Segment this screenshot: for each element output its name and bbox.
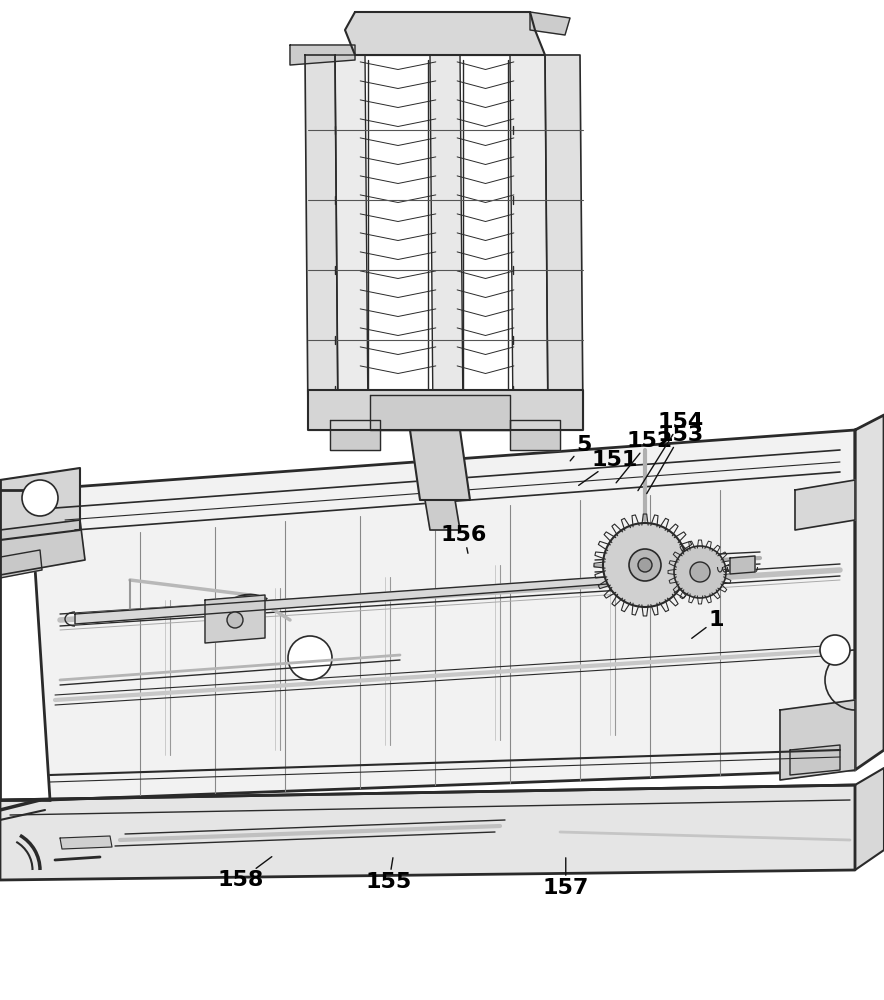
Polygon shape: [330, 420, 380, 450]
Text: 157: 157: [543, 858, 589, 898]
Polygon shape: [308, 390, 583, 430]
Polygon shape: [305, 55, 338, 420]
Polygon shape: [855, 415, 884, 770]
Polygon shape: [345, 12, 545, 55]
Circle shape: [674, 546, 726, 598]
Circle shape: [227, 612, 243, 628]
Polygon shape: [0, 785, 855, 880]
Polygon shape: [0, 520, 85, 575]
Polygon shape: [0, 468, 80, 540]
Polygon shape: [205, 595, 265, 643]
Text: 153: 153: [647, 425, 704, 494]
Polygon shape: [290, 45, 355, 65]
Text: 155: 155: [366, 858, 412, 892]
Circle shape: [22, 480, 58, 516]
Polygon shape: [30, 430, 855, 800]
Polygon shape: [430, 55, 463, 420]
Text: 156: 156: [441, 525, 487, 553]
Polygon shape: [335, 55, 368, 420]
Circle shape: [603, 523, 687, 607]
Polygon shape: [730, 556, 755, 574]
Polygon shape: [60, 836, 112, 849]
Polygon shape: [530, 12, 570, 35]
Text: 152: 152: [616, 431, 673, 483]
Polygon shape: [425, 500, 460, 530]
Polygon shape: [790, 745, 840, 775]
Circle shape: [629, 549, 661, 581]
Polygon shape: [510, 420, 560, 450]
Circle shape: [288, 636, 332, 680]
Text: 151: 151: [579, 450, 637, 485]
Polygon shape: [855, 768, 884, 870]
Polygon shape: [795, 480, 855, 530]
Circle shape: [638, 558, 652, 572]
Polygon shape: [545, 55, 583, 420]
Circle shape: [690, 562, 710, 582]
Polygon shape: [510, 55, 548, 420]
Polygon shape: [0, 550, 42, 578]
Polygon shape: [410, 430, 470, 500]
Circle shape: [820, 635, 850, 665]
Polygon shape: [75, 573, 660, 624]
Text: 158: 158: [217, 857, 271, 890]
Text: 5: 5: [570, 435, 591, 461]
Text: 154: 154: [638, 412, 704, 491]
Text: 1: 1: [692, 610, 724, 638]
Polygon shape: [780, 700, 855, 780]
Polygon shape: [370, 395, 510, 430]
